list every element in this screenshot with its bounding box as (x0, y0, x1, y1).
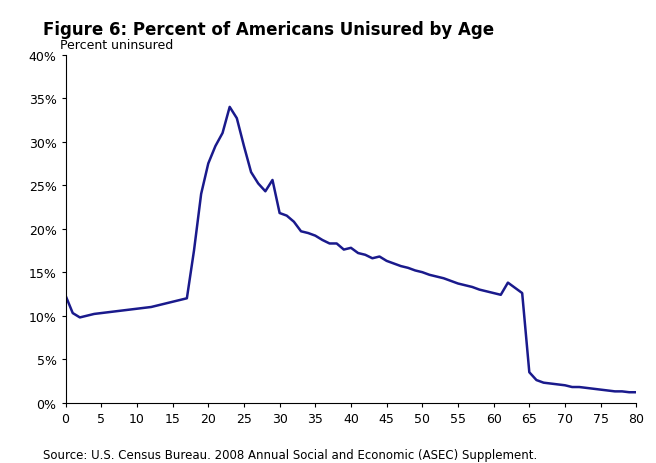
Text: Source: U.S. Census Bureau. 2008 Annual Social and Economic (ASEC) Supplement.: Source: U.S. Census Bureau. 2008 Annual … (43, 448, 537, 461)
Text: Percent uninsured: Percent uninsured (60, 39, 173, 52)
Text: Figure 6: Percent of Americans Unisured by Age: Figure 6: Percent of Americans Unisured … (43, 21, 494, 39)
